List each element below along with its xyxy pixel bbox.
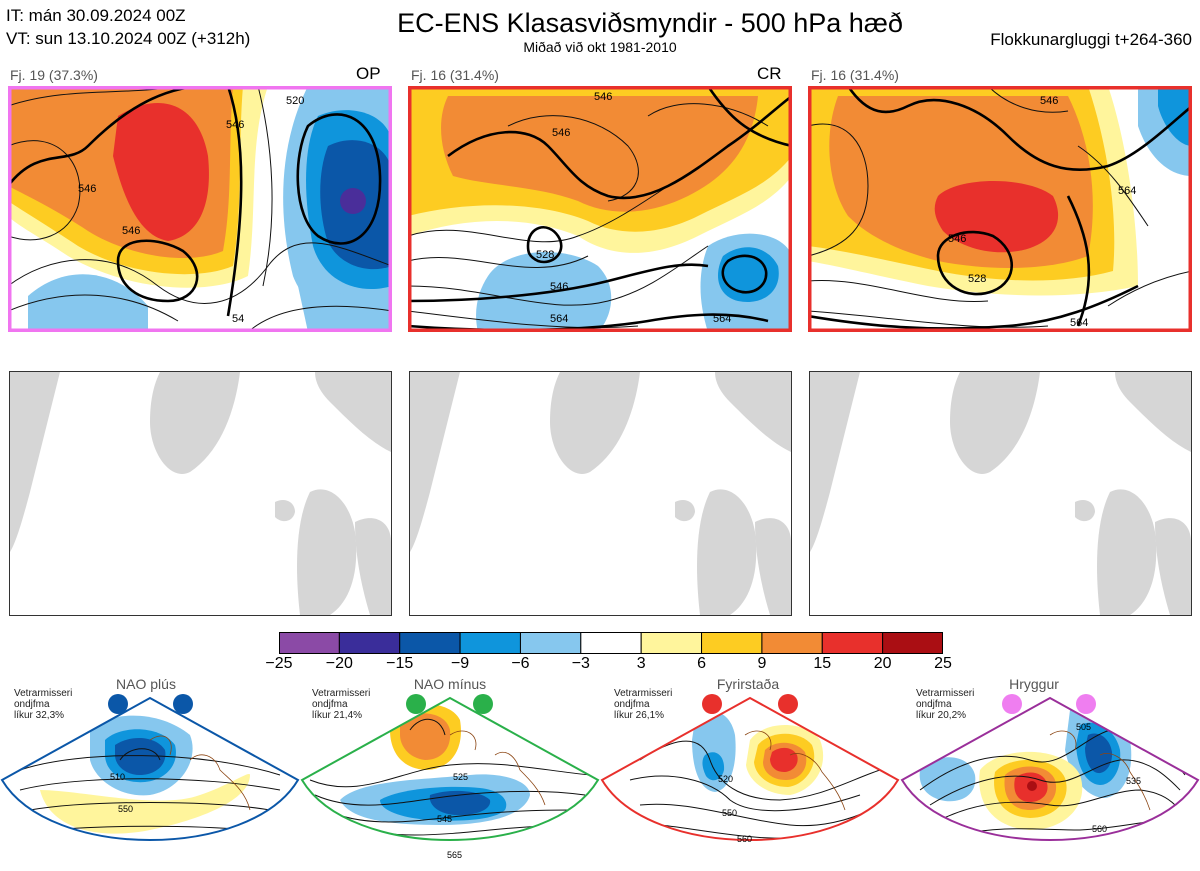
regime-4-contour-label: 505 [1076,722,1091,732]
regime-1-text: Vetrarmisseri ondjfma líkur 32,3% [14,688,73,721]
colorbar-tick-label: −20 [325,655,353,672]
colorbar-cell [821,632,884,654]
colorbar-cell [882,632,943,654]
regime-4-name: Hryggur [1009,676,1059,692]
initial-time: IT: mán 30.09.2024 00Z [6,6,186,25]
colorbar-tick-label: −3 [571,655,590,672]
basemap-1 [9,371,392,616]
colorbar-cell [580,632,642,654]
basemap-2 [409,371,792,616]
regime-3-contour-label: 550 [722,808,737,818]
regime-4-contour-label: 560 [1092,824,1107,834]
colorbar-tick-label: 15 [813,655,832,672]
regime-3-name: Fyrirstaða [716,676,780,692]
colorbar-cell [279,632,340,654]
cluster-1-map: 520 546 546 546 54 [8,86,392,332]
colorbar [279,632,943,654]
page-title: EC-ENS Klasasviðsmyndir - 500 hPa hæð [397,8,903,38]
cluster-1-contour-label: 54 [232,313,244,325]
cluster-3-map: 546 546 528 564 564 [808,86,1192,332]
regime-4-contour-label: 535 [1126,776,1141,786]
colorbar-cell [399,632,461,654]
colorbar-tick-label: −25 [265,655,293,672]
cluster-3-frame [808,86,1192,332]
cluster-2-contour-label: 564 [713,313,731,325]
colorbar-cell [640,632,703,654]
regime-2-contour-label: 525 [453,772,468,782]
cluster-1-frame [8,86,392,332]
cluster-3-contour-label: 546 [1040,95,1058,107]
cluster-1-label: Fj. 19 (37.3%) [10,67,98,83]
colorbar-cell [761,632,823,654]
regime-2-name: NAO mínus [413,676,487,692]
regime-2-contour-label: 565 [447,850,462,860]
regime-4-text: Vetrarmisseri ondjfma líkur 20,2% [916,688,975,721]
valid-time: VT: sun 13.10.2024 00Z (+312h) [6,29,251,48]
regime-3-contour-label: 520 [718,774,733,784]
regime-1-contour-label: 550 [118,804,133,814]
colorbar-tick-label: −9 [450,655,470,672]
cluster-3-contour-label: 528 [968,273,986,285]
page-subtitle: Miðað við okt 1981-2010 [523,39,677,55]
cluster-2-frame [408,86,792,332]
cluster-3-contour-label: 546 [948,233,966,245]
colorbar-tick-label: 25 [934,655,952,672]
cluster-2-tag: CR [757,64,782,83]
cluster-1-contour-label: 520 [286,95,304,107]
cluster-2-map: 546 546 528 546 564 564 [408,86,792,332]
colorbar-cell [459,632,521,654]
regime-3-contour-label: 560 [737,834,752,844]
colorbar-tick-label: −6 [511,655,530,672]
cluster-1-contour-label: 546 [122,225,140,237]
regime-3-text: Vetrarmisseri ondjfma líkur 26,1% [614,688,673,721]
cluster-3-contour-label: 564 [1070,317,1088,329]
regime-1-contour-label: 510 [110,772,125,782]
cluster-1-contour-label: 546 [78,183,96,195]
cluster-2-contour-label: 546 [594,91,612,103]
cluster-1-tag: OP [356,64,381,83]
cluster-2-contour-label: 546 [552,127,570,139]
regime-2-text: Vetrarmisseri ondjfma líkur 21,4% [312,688,371,721]
regime-ridge: Vetrarmisseri ondjfma líkur 20,2% Hryggur [900,676,1200,871]
cluster-1-contour-label: 546 [226,119,244,131]
regime-1-name: NAO plús [116,676,176,692]
colorbar-cell [519,632,582,654]
regime-blocking: Vetrarmisseri ondjfma líkur 26,1% Fyrirsta… [600,676,900,871]
colorbar-tick-label: 9 [757,655,767,672]
cluster-2-label: Fj. 16 (31.4%) [411,67,499,83]
classification-window: Flokkunargluggi t+264-360 [990,30,1192,49]
forecast-times: IT: mán 30.09.2024 00Z VT: sun 13.10.202… [6,4,250,50]
cluster-2-contour-label: 546 [550,281,568,293]
colorbar-tick-label: −15 [386,655,414,672]
colorbar-cell [701,632,763,654]
regime-nao-minus: Vetrarmisseri ondjfma líkur 21,4% NAO mínu… [300,676,600,871]
cluster-2-contour-label: 528 [536,249,554,261]
colorbar-tick-label: 6 [697,655,706,672]
cluster-3-contour-label: 564 [1118,185,1136,197]
regime-2-contour-label: 545 [437,814,452,824]
colorbar-tick-label: 3 [636,655,646,672]
cluster-2-contour-label: 564 [550,313,568,325]
colorbar-cell [338,632,401,654]
colorbar-tick-label: 20 [873,655,892,672]
basemap-3 [809,371,1192,616]
cluster-3-label: Fj. 16 (31.4%) [811,67,899,83]
regime-nao-plus: Vetrarmisseri ondjfma líkur 32,3% NAO plús [0,676,300,871]
